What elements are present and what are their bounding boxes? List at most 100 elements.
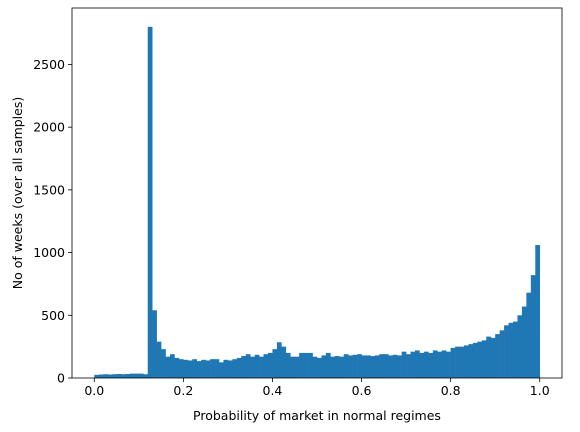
y-tick-label: 2000	[33, 120, 65, 135]
histogram-bar	[308, 352, 313, 378]
plot-frame	[71, 7, 563, 379]
histogram-bar	[187, 360, 193, 378]
histogram-bar	[290, 356, 296, 378]
histogram-bar	[196, 361, 202, 378]
histogram-bar	[526, 292, 532, 378]
histogram-bar	[98, 374, 104, 378]
histogram-bar	[232, 359, 238, 378]
histogram-bar	[129, 373, 135, 378]
histogram-bar	[517, 315, 523, 378]
histogram-bar	[481, 340, 487, 378]
histogram-bar	[508, 322, 514, 378]
histogram-bar	[455, 346, 460, 378]
x-tick-label: 0.8	[441, 383, 461, 398]
histogram-bar	[312, 356, 318, 378]
histogram-bar	[174, 357, 180, 378]
histogram-bar	[125, 373, 131, 378]
histogram-bar	[441, 350, 447, 378]
histogram-bar	[254, 354, 260, 378]
histogram-bar	[214, 359, 220, 378]
x-axis-label: Probability of market in normal regimes	[193, 408, 441, 423]
histogram-bar	[374, 355, 380, 378]
y-axis: 0 500 1000 1500 2000 2500	[33, 57, 72, 386]
histogram-bar	[437, 351, 443, 378]
histogram-bar	[178, 359, 184, 378]
y-tick-label: 2500	[33, 57, 65, 72]
histogram-bar	[272, 349, 278, 378]
histogram-bar	[397, 355, 402, 378]
histogram-bar	[152, 310, 157, 378]
y-tick-label: 1500	[33, 182, 65, 197]
histogram-bar	[121, 374, 126, 378]
histogram-bar	[530, 275, 536, 378]
histogram-bar	[276, 342, 282, 378]
histogram-bar	[147, 26, 153, 378]
histogram-bar	[450, 347, 456, 378]
histogram-bar	[325, 352, 331, 378]
histogram-bar	[245, 354, 251, 378]
histogram-bar	[281, 346, 287, 378]
histogram-bar	[446, 351, 451, 378]
histogram-bar	[486, 336, 492, 378]
x-tick-label: 0.6	[352, 383, 372, 398]
histogram-bar	[339, 356, 345, 378]
histogram-bar	[268, 352, 273, 378]
histogram-bar	[477, 341, 483, 378]
histogram-bar	[94, 374, 100, 378]
y-tick-label: 500	[41, 308, 65, 323]
y-axis-label: No of weeks (over all samples)	[10, 97, 25, 289]
histogram-bar	[379, 354, 385, 378]
histogram-bar	[388, 355, 394, 378]
histogram-bar	[513, 321, 518, 378]
histogram-bar	[415, 350, 420, 378]
histogram-bar	[170, 354, 175, 378]
x-tick-label: 0.4	[263, 383, 283, 398]
histogram-bar	[419, 352, 425, 378]
histogram-bar	[201, 359, 206, 378]
histogram-bar	[472, 342, 478, 378]
histogram-bar	[464, 345, 469, 378]
histogram-bar	[103, 374, 108, 378]
histogram-bar	[428, 352, 434, 378]
histogram-bar	[143, 374, 149, 378]
histogram-bar	[410, 351, 416, 378]
histogram-bar	[535, 245, 541, 378]
x-axis: 0.0 0.2 0.4 0.6 0.8 1.0	[84, 378, 550, 398]
histogram-bar	[156, 341, 162, 378]
histogram-bar	[317, 357, 322, 378]
histogram-bar	[205, 360, 211, 378]
histogram-bar	[361, 355, 367, 378]
histogram-bar	[165, 356, 171, 378]
histogram-bar	[263, 354, 269, 378]
histogram-bar	[259, 356, 264, 378]
y-tick-label: 1000	[33, 245, 65, 260]
x-tick-label: 1.0	[530, 383, 550, 398]
histogram-bar	[383, 354, 389, 378]
histogram-bar	[352, 354, 358, 378]
histogram-bar	[504, 325, 509, 378]
histogram-bar	[241, 356, 247, 378]
histogram-bar	[334, 356, 340, 378]
histogram-bar	[183, 359, 189, 378]
histogram-bar	[223, 359, 229, 378]
histogram-bar	[112, 374, 117, 378]
histogram-bar	[343, 354, 349, 378]
histogram-bar	[161, 349, 166, 378]
histogram-bar	[236, 357, 242, 378]
histogram-bar	[392, 354, 398, 378]
histogram-bar	[219, 362, 224, 378]
histogram-bar	[423, 351, 429, 378]
histogram-bar	[138, 373, 144, 378]
histogram-bar	[459, 346, 465, 378]
histogram-bar	[521, 306, 527, 378]
x-tick-label: 0.0	[84, 383, 104, 398]
histogram-bar	[294, 356, 300, 378]
histogram-bar	[468, 344, 474, 378]
histogram-bar	[490, 337, 496, 378]
histogram-bar	[299, 352, 304, 378]
histogram-bar	[192, 359, 198, 378]
histogram-bar	[348, 355, 353, 378]
histogram-bar	[370, 356, 376, 378]
histogram-bar	[227, 360, 233, 378]
